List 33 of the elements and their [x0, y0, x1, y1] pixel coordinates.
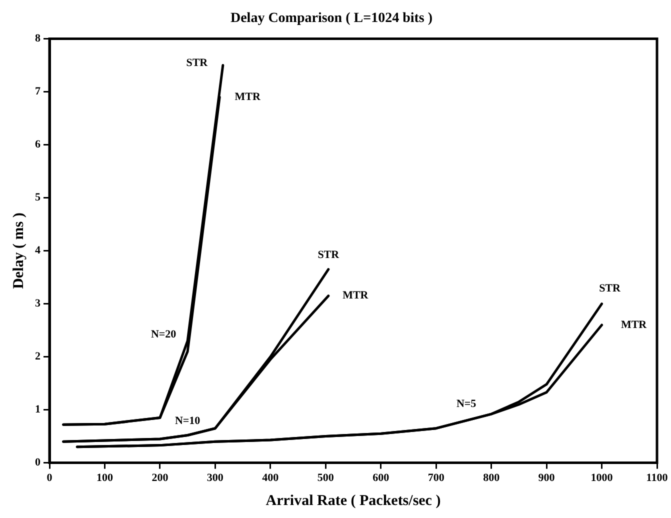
y-tick-label: 7: [35, 86, 41, 98]
chart-title: Delay Comparison ( L=1024 bits ): [230, 11, 433, 26]
annotation: N=10: [174, 415, 201, 428]
x-axis-title: Arrival Rate ( Packets/sec ): [266, 492, 441, 509]
annotation: MTR: [234, 90, 262, 103]
annotation: STR: [186, 57, 209, 70]
y-tick-label: 2: [35, 350, 41, 363]
x-tick-label: 900: [538, 472, 556, 484]
annotation: N=5: [456, 398, 477, 410]
x-tick-label: 1100: [646, 472, 668, 484]
annotation: STR: [318, 249, 340, 262]
y-tick-label: 4: [35, 244, 41, 257]
y-axis-title: Delay ( ms ): [10, 212, 27, 289]
y-tick-label: 3: [35, 298, 41, 310]
x-tick-label: 200: [152, 472, 169, 484]
x-tick-label: 1000: [590, 472, 614, 484]
annotation: MTR: [342, 290, 370, 302]
x-tick-label: 400: [262, 472, 280, 484]
x-tick-label: 500: [317, 472, 334, 484]
y-tick-label: 8: [35, 32, 41, 45]
y-tick-label: 6: [35, 138, 41, 151]
annotation: STR: [599, 282, 622, 295]
x-tick-label: 300: [206, 472, 224, 484]
x-tick-label: 100: [96, 472, 114, 484]
x-tick-label: 800: [483, 472, 500, 484]
y-tick-label: 0: [35, 456, 41, 469]
y-tick-label: 5: [35, 192, 41, 204]
x-tick-label: 600: [372, 472, 390, 484]
x-tick-label: 0: [46, 472, 53, 484]
x-tick-label: 700: [428, 472, 445, 484]
annotation: N=20: [150, 328, 177, 341]
annotation: MTR: [620, 318, 648, 331]
y-tick-label: 1: [35, 404, 40, 416]
